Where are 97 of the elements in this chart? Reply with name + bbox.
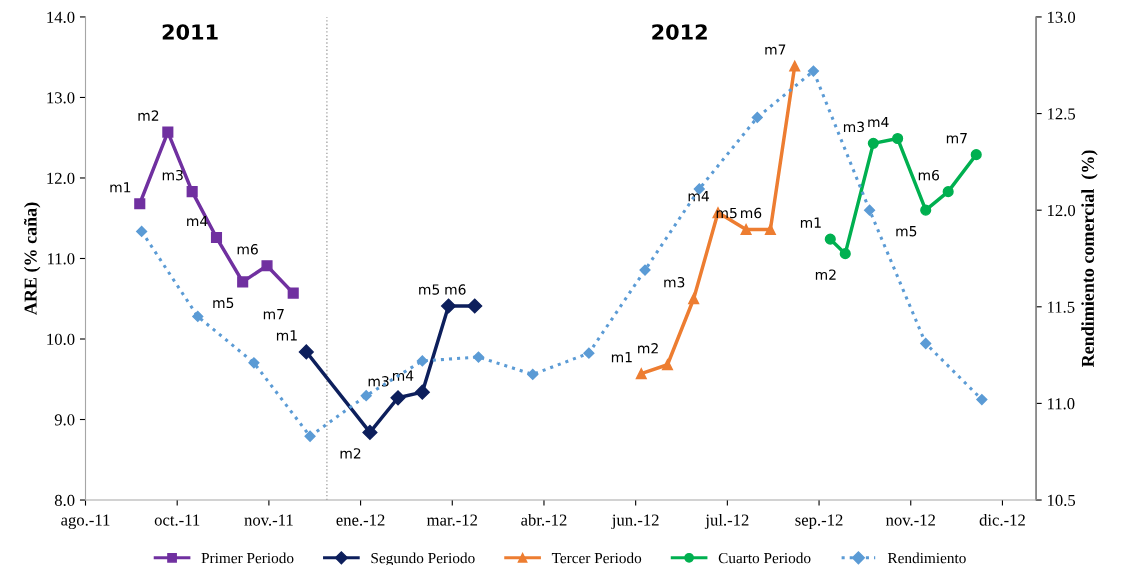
- data-label: m4: [392, 370, 414, 381]
- point: [942, 186, 954, 198]
- y-tick-label: 10.0: [47, 333, 75, 346]
- point: [467, 298, 483, 314]
- data-label: m1: [276, 330, 297, 341]
- data-label: m5: [213, 297, 234, 309]
- data-label: m3: [664, 276, 685, 288]
- point: [304, 430, 316, 442]
- x-tick-label: nov.-12: [885, 514, 935, 526]
- data-label: m2: [340, 448, 361, 459]
- data-label: m6: [445, 284, 466, 295]
- point: [360, 390, 372, 402]
- point: [472, 351, 485, 363]
- x-tick-label: dic.-12: [979, 513, 1025, 526]
- y-tick-label: 12.0: [47, 172, 75, 184]
- data-label: m4: [868, 116, 889, 128]
- point: [287, 287, 299, 299]
- point: [362, 424, 378, 440]
- legend-label: Rendimiento: [887, 552, 966, 564]
- point: [186, 186, 198, 198]
- y2-axis-title: Rendimiento comercial (%): [1081, 150, 1098, 368]
- data-label: m6: [741, 207, 762, 219]
- data-label: m1: [611, 352, 632, 363]
- annotation: 2011: [162, 24, 218, 40]
- point: [970, 149, 982, 161]
- point: [210, 231, 223, 244]
- point: [440, 298, 457, 314]
- point: [867, 137, 879, 149]
- data-label: m3: [843, 121, 864, 133]
- data-label: m2: [638, 343, 658, 354]
- x-tick-label: jun.-12: [611, 514, 659, 530]
- y-tick-label: 11.0: [48, 253, 75, 265]
- point: [414, 384, 430, 400]
- point: [976, 393, 988, 406]
- x-tick-label: mar.-12: [426, 514, 478, 526]
- point: [920, 337, 932, 350]
- legend-label: Primer Periodo: [201, 552, 294, 564]
- point: [688, 293, 700, 305]
- point: [863, 204, 876, 216]
- point: [751, 111, 763, 124]
- point: [807, 65, 820, 77]
- legend-label: Tercer Periodo: [551, 552, 642, 564]
- y-tick-label: 9.0: [54, 414, 75, 426]
- point: [237, 276, 249, 288]
- point: [789, 60, 801, 72]
- data-label: m6: [237, 243, 258, 255]
- y-tick-label: 14.0: [47, 11, 75, 23]
- data-label: m5: [896, 226, 917, 237]
- data-label: m6: [918, 169, 940, 181]
- y-tick-label: 13.0: [47, 92, 75, 104]
- y2-tick-label: 11.5: [1048, 301, 1075, 313]
- point: [764, 223, 776, 236]
- x-tick-label: oct.-11: [154, 514, 200, 526]
- point: [839, 248, 851, 260]
- data-label: m4: [688, 191, 709, 202]
- data-label: m1: [110, 182, 131, 193]
- point: [261, 260, 273, 272]
- annotation: 2012: [652, 24, 707, 40]
- point: [134, 198, 146, 210]
- data-label: m5: [419, 284, 440, 295]
- x-tick-label: ene.-12: [336, 514, 385, 526]
- point: [824, 233, 836, 245]
- point: [416, 355, 428, 367]
- x-tick-label: sep.-12: [795, 514, 843, 530]
- point: [136, 225, 148, 238]
- legend-label: Cuarto Periodo: [718, 552, 811, 564]
- data-label: m7: [765, 44, 786, 55]
- point: [162, 126, 174, 138]
- y2-tick-label: 12.0: [1048, 204, 1076, 217]
- point: [583, 347, 595, 359]
- x-tick-label: nov.-11: [244, 514, 293, 526]
- y2-tick-label: 10.5: [1048, 494, 1076, 507]
- y-axis-title: ARE (% caña): [23, 202, 41, 315]
- data-label: m7: [946, 133, 967, 144]
- point: [192, 310, 204, 323]
- data-label: m2: [138, 110, 159, 121]
- y-tick-label: 8.0: [54, 494, 75, 507]
- point: [661, 359, 674, 371]
- point: [920, 204, 932, 216]
- point: [298, 344, 314, 360]
- data-label: m7: [263, 309, 284, 320]
- point: [635, 368, 647, 380]
- point: [892, 132, 904, 145]
- x-tick-label: ago.-11: [61, 514, 110, 530]
- x-tick-label: abr.-12: [521, 513, 567, 526]
- point: [390, 390, 406, 406]
- y2-tick-label: 11.0: [1048, 398, 1075, 410]
- y2-tick-label: 12.5: [1048, 108, 1076, 120]
- data-label: m1: [800, 217, 821, 228]
- point: [527, 368, 539, 381]
- point: [248, 357, 260, 369]
- x-tick-label: jul.-12: [704, 513, 749, 530]
- data-label: m3: [162, 169, 183, 181]
- y2-tick-label: 13.0: [1048, 11, 1076, 23]
- data-label: m2: [815, 269, 836, 280]
- point: [740, 223, 752, 236]
- data-label: m3: [368, 376, 389, 387]
